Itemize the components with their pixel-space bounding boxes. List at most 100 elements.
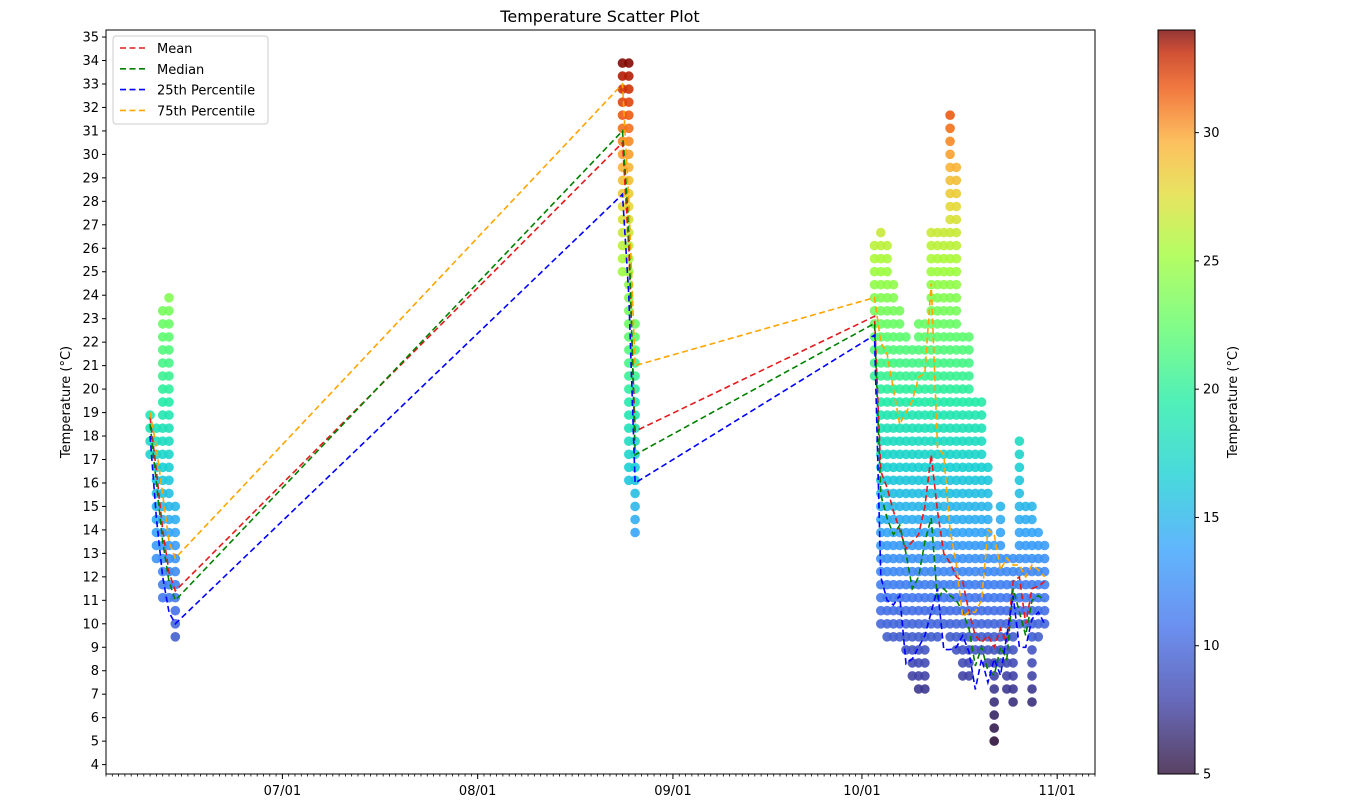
scatter-point [1027, 514, 1037, 525]
scatter-point [1039, 553, 1050, 564]
scatter-point [945, 110, 955, 120]
scatter-point [945, 149, 955, 160]
y-axis: 4 5 6 7 8 9 10 11 12 13 14 15 16 17 18 19 20 21 22 23 24 25 26… [82, 31, 106, 773]
scatter-point [951, 201, 962, 212]
scatter-point [1008, 658, 1018, 668]
scatter-point [882, 253, 892, 264]
scatter-point [1014, 475, 1025, 486]
scatter-point [1008, 684, 1018, 694]
scatter-point [976, 410, 987, 420]
colorbar-tick-label: 25 [1203, 254, 1220, 269]
legend: Mean Median 25th Percentile 75th Percentile [112, 35, 269, 125]
y-tick-label: 22 [82, 336, 99, 351]
scatter-point [170, 632, 181, 642]
scatter-point [164, 371, 174, 381]
y-tick-label: 11 [82, 594, 99, 609]
scatter-point [624, 110, 634, 120]
scatter-point [624, 97, 634, 107]
y-tick-label: 13 [82, 547, 99, 562]
scatter-point [983, 527, 993, 538]
scatter-point [1027, 658, 1037, 668]
x-tick-label: 11/01 [1038, 784, 1075, 799]
scatter-point [964, 384, 974, 394]
colorbar-tick-label: 5 [1203, 768, 1211, 783]
scatter-point [170, 605, 181, 616]
scatter-point [164, 306, 174, 316]
scatter-point [945, 123, 955, 134]
scatter-point [1014, 449, 1025, 460]
y-tick-label: 31 [82, 124, 99, 139]
scatter-point [170, 566, 181, 577]
scatter-point [1008, 671, 1018, 681]
scatter-point [1008, 632, 1018, 642]
scatter-point [164, 397, 174, 407]
legend-label: Median [157, 63, 204, 78]
scatter-point [164, 475, 174, 486]
scatter-point [1039, 540, 1050, 551]
scatter-point [920, 671, 930, 681]
y-tick-label: 21 [82, 359, 99, 374]
scatter-point [170, 514, 181, 525]
chart-title: Temperature Scatter Plot [499, 7, 699, 26]
scatter-point [995, 527, 1006, 538]
scatter-point [951, 266, 962, 277]
scatter-point [170, 501, 181, 512]
scatter-point [995, 501, 1006, 512]
scatter-point [932, 632, 943, 642]
x-tick-label: 08/01 [459, 784, 496, 799]
colorbar-ticks: 5 10 15 20 25 30 [1195, 126, 1220, 783]
scatter-point [964, 658, 974, 668]
scatter-point [951, 240, 962, 251]
scatter-point [989, 723, 999, 733]
scatter-point [951, 306, 962, 316]
scatter-point [989, 736, 999, 746]
legend-label: 75th Percentile [157, 104, 255, 119]
colorbar-label: Temperature (°C) [1226, 346, 1241, 459]
x-axis: 07/01 08/01 09/01 10/01 11/01 [105, 774, 1096, 799]
scatter-point [894, 319, 905, 329]
series-line-25th-percentile [149, 192, 1046, 690]
scatter-point [945, 136, 955, 147]
scatter-point [164, 449, 174, 460]
y-tick-label: 27 [82, 218, 99, 233]
scatter-point [920, 684, 930, 694]
scatter-point [624, 84, 634, 94]
colorbar-tick-label: 15 [1203, 511, 1220, 526]
scatter-point [170, 540, 181, 551]
y-tick-label: 12 [82, 570, 99, 585]
scatter-point [894, 306, 905, 316]
y-tick-label: 16 [82, 476, 99, 491]
scatter-point [1027, 645, 1037, 655]
scatter-point [983, 462, 993, 473]
scatter-point [1039, 592, 1050, 603]
scatter-point [964, 671, 974, 681]
scatter-point [888, 279, 899, 290]
y-tick-label: 18 [82, 430, 99, 445]
scatter-point [630, 332, 640, 342]
scatter-point [164, 488, 174, 499]
scatter-point [882, 240, 892, 251]
scatter-point [630, 436, 640, 447]
y-tick-label: 32 [82, 101, 99, 116]
scatter-point [920, 658, 930, 668]
scatter-point [983, 488, 993, 499]
scatter-point [983, 514, 993, 525]
y-tick-label: 34 [82, 54, 99, 69]
scatter-point [164, 358, 174, 368]
series-lines [149, 82, 1046, 690]
x-tick-label: 07/01 [264, 784, 301, 799]
scatter-point [976, 436, 987, 447]
scatter-point [624, 227, 634, 238]
scatter-point [989, 710, 999, 720]
y-tick-label: 23 [82, 312, 99, 327]
x-tick-label: 10/01 [843, 784, 880, 799]
scatter-point [964, 345, 974, 355]
scatter-point [983, 475, 993, 486]
scatter-point [1033, 632, 1044, 642]
y-tick-label: 6 [91, 711, 99, 726]
scatter-point [976, 423, 987, 434]
colorbar-tick-label: 20 [1203, 383, 1220, 398]
y-tick-label: 33 [82, 77, 99, 92]
